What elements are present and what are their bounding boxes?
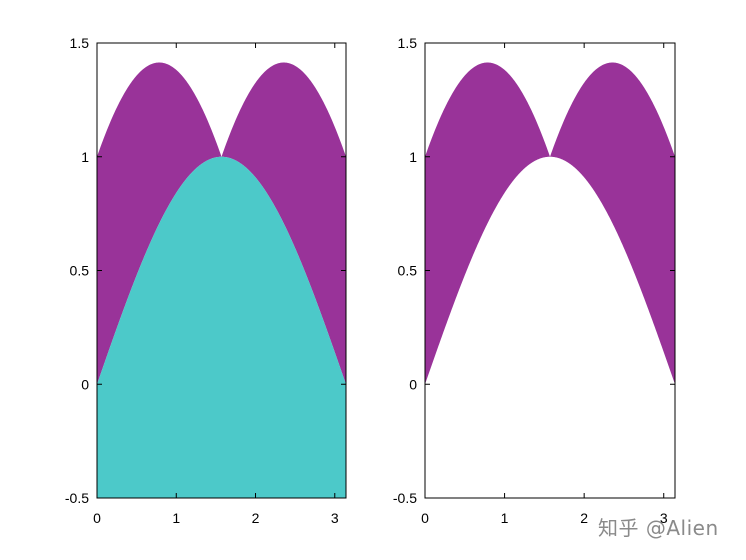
y-tick-label: 1.5 <box>398 35 418 51</box>
x-tick-label: 1 <box>501 510 509 526</box>
watermark: 知乎 @Alien <box>598 516 719 540</box>
y-tick-label: -0.5 <box>393 490 417 506</box>
y-tick-label: 1 <box>81 149 89 165</box>
x-tick-label: 3 <box>331 510 339 526</box>
x-tick-label: 0 <box>421 510 429 526</box>
x-tick-label: 3 <box>660 510 668 526</box>
x-tick-label: 2 <box>580 510 588 526</box>
fill-region-1 <box>97 62 346 385</box>
y-tick-label: 1 <box>409 149 417 165</box>
y-tick-label: 1.5 <box>70 35 90 51</box>
fill-region-2 <box>97 156 346 498</box>
y-tick-label: 0.5 <box>398 263 418 279</box>
x-tick-label: 0 <box>93 510 101 526</box>
y-tick-label: 0.5 <box>70 263 90 279</box>
y-tick-label: -0.5 <box>65 490 89 506</box>
x-tick-label: 2 <box>252 510 260 526</box>
x-tick-label: 1 <box>172 510 180 526</box>
plot-panel-right: -0.500.511.50 1 2 3 <box>393 35 676 526</box>
y-tick-label: 0 <box>409 376 417 392</box>
plot-panel-left: -0.500.511.50 1 2 3 <box>65 35 347 526</box>
y-tick-label: 0 <box>81 376 89 392</box>
fill-region-1 <box>425 62 675 385</box>
